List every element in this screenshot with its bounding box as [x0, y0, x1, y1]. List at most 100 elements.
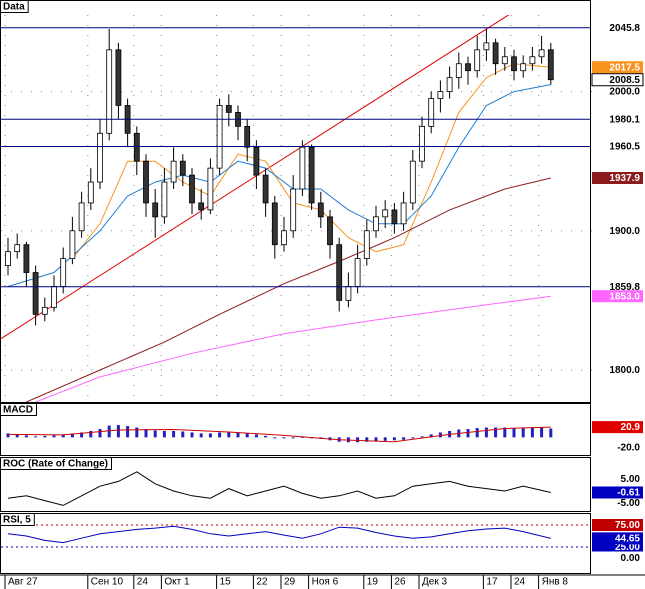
value-label: 1853.0 [609, 291, 640, 302]
candle-body [207, 167, 214, 211]
histogram-bar [484, 427, 488, 438]
candle-body [281, 230, 287, 246]
histogram-bar [512, 428, 516, 438]
value-label-box [591, 363, 644, 377]
histogram-bar [411, 437, 415, 439]
candle-body [437, 91, 444, 99]
candle-body [345, 286, 352, 301]
value-label: 75.00 [615, 520, 640, 531]
candle-body [308, 146, 315, 204]
candle-body [511, 56, 517, 72]
histogram-bar [24, 435, 28, 438]
value-label: 1937.9 [609, 173, 640, 184]
histogram-bar [199, 433, 203, 438]
histogram-bar [365, 437, 369, 442]
histogram-bar [374, 437, 378, 442]
histogram-bar [52, 435, 56, 438]
x-tick-label: Ноя 6 [312, 577, 339, 588]
candle-body [327, 216, 333, 246]
panel-title: RSI, 5 [3, 515, 31, 526]
candle-body [152, 202, 159, 218]
value-label-box [591, 21, 644, 35]
indicator-line [7, 525, 551, 544]
candle-body [106, 49, 113, 134]
histogram-bar [218, 432, 222, 438]
value-label: 2000.0 [609, 87, 640, 98]
candle-body [60, 258, 67, 287]
value-label-box [592, 61, 643, 74]
x-tick-label: Авг 27 [8, 577, 38, 588]
x-tick-label: Дек 3 [422, 577, 447, 588]
histogram-bar [392, 437, 396, 441]
candle-body [455, 63, 462, 79]
candle-body [170, 160, 177, 183]
histogram-bar [264, 435, 268, 438]
histogram-bar [273, 437, 277, 439]
candle-body [529, 56, 536, 65]
histogram-bar [34, 436, 38, 438]
candle-body [428, 98, 435, 127]
histogram-bar [162, 430, 166, 438]
histogram-bar [70, 433, 74, 438]
histogram-bar [291, 437, 295, 439]
indicator-line [26, 177, 551, 402]
x-tick-label: 29 [284, 577, 296, 588]
value-label: -20.0 [617, 442, 640, 453]
x-tick-label: 24 [514, 577, 526, 588]
candle-body [446, 77, 453, 92]
value-label-box [591, 551, 644, 565]
histogram-bar [15, 434, 19, 438]
value-label-box [591, 140, 644, 154]
indicator-line [7, 471, 551, 506]
candle-body [189, 174, 195, 204]
candle-body [216, 105, 223, 169]
value-label-box [592, 486, 643, 499]
histogram-bar [61, 434, 65, 438]
histogram-bar [383, 437, 387, 441]
candle-body [373, 216, 379, 232]
value-label: 44.65 [615, 533, 640, 544]
candle-body [51, 286, 57, 308]
indicator-line [7, 426, 551, 443]
histogram-bar [254, 434, 258, 438]
candle-body [465, 63, 471, 72]
histogram-bar [521, 428, 525, 438]
candle-body [97, 132, 103, 183]
candle-body [520, 63, 527, 72]
value-label-box [591, 440, 644, 454]
histogram-bar [282, 437, 286, 439]
candle-body [143, 160, 149, 204]
candle-body [5, 251, 11, 266]
histogram-bar [144, 429, 148, 438]
candle-body [400, 202, 407, 225]
x-tick-label: Сен 10 [91, 577, 124, 588]
candle-body [492, 42, 499, 65]
x-tick-label: 17 [486, 577, 498, 588]
value-label: 20.9 [621, 422, 641, 433]
panel-title: ROC (Rate of Change) [3, 459, 108, 470]
histogram-bar [153, 430, 157, 438]
panel-title: MACD [3, 405, 33, 416]
histogram-bar [135, 427, 139, 438]
candle-body [262, 174, 269, 204]
macd-panel [0, 403, 591, 456]
histogram-bar [208, 433, 212, 438]
value-label-box [592, 290, 643, 303]
x-tick-label: 15 [220, 577, 232, 588]
value-label-box [591, 112, 644, 126]
candle-body [161, 181, 168, 218]
candle-body [290, 188, 297, 232]
histogram-bar [236, 432, 240, 438]
value-label: 1900.0 [609, 226, 640, 237]
panel-title-box [0, 513, 35, 526]
histogram-bar [402, 437, 406, 440]
candle-body [14, 244, 21, 253]
histogram-bar [116, 425, 120, 438]
histogram-bar [80, 432, 84, 438]
rsi-panel [0, 513, 591, 574]
value-label: -5.00 [617, 498, 640, 509]
histogram-bar [494, 427, 498, 438]
candle-body [69, 230, 76, 260]
histogram-bar [98, 429, 102, 438]
panel-title: Data [3, 2, 25, 13]
